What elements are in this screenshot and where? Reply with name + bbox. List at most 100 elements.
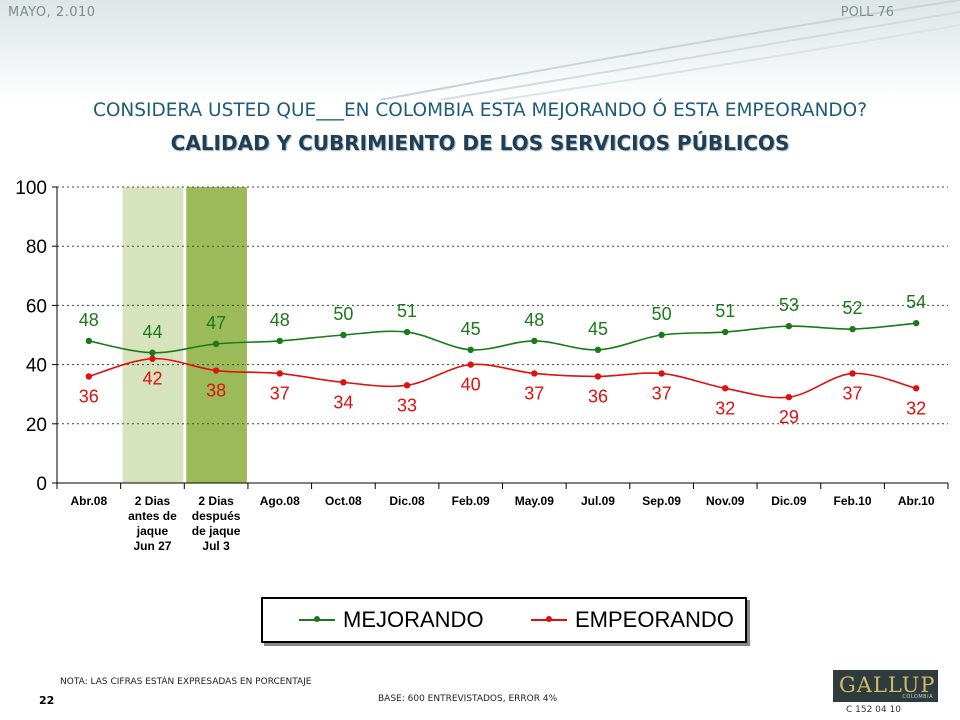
- logo-subtext: COLOMBIA: [902, 694, 933, 700]
- legend-label-mejorando: MEJORANDO: [343, 607, 484, 632]
- y-tick-label: 60: [26, 296, 47, 317]
- data-point-mejorando: [149, 349, 156, 356]
- data-point-mejorando: [722, 328, 729, 336]
- data-point-mejorando: [849, 325, 856, 333]
- y-tick-label: 0: [36, 474, 47, 495]
- data-point-mejorando: [276, 337, 283, 345]
- data-label-mejorando: 48: [270, 310, 290, 330]
- x-tick-label: Ago.08: [260, 494, 300, 508]
- data-label-mejorando: 53: [779, 295, 799, 315]
- data-label-empeorando: 42: [142, 369, 162, 389]
- data-point-empeorando: [149, 355, 156, 362]
- gallup-logo: GALLUP COLOMBIA: [833, 670, 938, 702]
- x-tick-label: Dic.08: [389, 494, 425, 508]
- x-tick-label: 2 Dias: [135, 494, 171, 508]
- data-point-mejorando: [403, 328, 411, 336]
- data-point-mejorando: [467, 346, 474, 353]
- x-tick-label: Jun 27: [133, 539, 171, 553]
- data-point-empeorando: [594, 373, 602, 380]
- data-point-mejorando: [785, 322, 793, 330]
- question-title: CONSIDERA USTED QUE___EN COLOMBIA ESTA M…: [92, 100, 868, 121]
- data-label-empeorando: 36: [588, 386, 608, 406]
- chart-legend: MEJORANDO EMPEORANDO: [261, 597, 747, 643]
- x-tick-label: Dic.09: [771, 494, 807, 508]
- x-tick-label: antes de: [128, 509, 177, 523]
- data-point-empeorando: [912, 385, 920, 392]
- x-tick-label: May.09: [515, 494, 554, 508]
- x-tick-label: Jul.09: [581, 494, 615, 508]
- data-point-mejorando: [85, 337, 93, 345]
- data-label-empeorando: 33: [397, 395, 417, 415]
- data-label-empeorando: 36: [79, 386, 99, 406]
- date-label: MAYO, 2.010: [8, 5, 96, 20]
- data-point-empeorando: [658, 370, 665, 377]
- logo-text: GALLUP: [839, 673, 936, 697]
- data-label-mejorando: 47: [206, 313, 226, 333]
- data-label-mejorando: 45: [461, 319, 481, 339]
- data-point-empeorando: [340, 379, 347, 386]
- data-label-empeorando: 37: [270, 383, 290, 403]
- data-point-empeorando: [785, 393, 793, 401]
- data-label-empeorando: 37: [652, 383, 672, 403]
- header-swoosh-decoration: [379, 0, 960, 100]
- x-tick-label: Abr.10: [898, 494, 935, 508]
- data-label-mejorando: 44: [142, 322, 162, 342]
- y-tick-label: 40: [26, 356, 47, 377]
- data-label-mejorando: 50: [333, 304, 353, 324]
- legend-marker-empeorando: [546, 616, 552, 622]
- data-point-empeorando: [849, 370, 856, 377]
- data-point-empeorando: [403, 382, 411, 389]
- data-label-mejorando: 48: [79, 310, 99, 330]
- data-point-empeorando: [531, 370, 538, 377]
- data-point-empeorando: [212, 367, 220, 374]
- legend-marker-mejorando: [314, 616, 320, 622]
- x-tick-label: Feb.10: [834, 494, 872, 508]
- data-label-empeorando: 29: [779, 407, 799, 427]
- x-tick-label: Nov.09: [706, 494, 745, 508]
- x-tick-label: 2 Dias: [198, 494, 234, 508]
- x-tick-label: Feb.09: [452, 494, 490, 508]
- data-label-empeorando: 37: [524, 383, 544, 403]
- page-number: 22: [39, 694, 55, 707]
- x-tick-label: Abr.08: [70, 494, 107, 508]
- data-label-mejorando: 54: [906, 292, 926, 312]
- data-label-mejorando: 50: [652, 304, 672, 324]
- data-point-empeorando: [722, 385, 729, 392]
- poll-label: POLL 76: [840, 5, 894, 20]
- data-label-empeorando: 38: [206, 381, 226, 401]
- x-tick-label: después: [192, 509, 241, 523]
- y-tick-label: 20: [26, 415, 47, 436]
- data-point-mejorando: [340, 331, 347, 339]
- data-label-empeorando: 32: [906, 398, 926, 418]
- data-point-mejorando: [658, 331, 665, 339]
- y-tick-label: 80: [26, 237, 47, 258]
- series-line-empeorando: [88, 357, 917, 399]
- x-tick-label: Jul 3: [202, 539, 230, 553]
- footer-note: NOTA: LAS CIFRAS ESTÁN EXPRESADAS EN POR…: [60, 677, 312, 687]
- x-tick-label: de jaque: [192, 524, 241, 538]
- legend-label-empeorando: EMPEORANDO: [575, 607, 734, 632]
- data-label-mejorando: 48: [524, 310, 544, 330]
- data-point-empeorando: [467, 361, 474, 368]
- header-band: MAYO, 2.010 POLL 76: [0, 0, 960, 100]
- data-point-empeorando: [276, 370, 283, 377]
- highlight-band-1: [122, 187, 184, 483]
- data-label-empeorando: 34: [333, 392, 353, 412]
- highlight-band-2: [186, 187, 247, 483]
- data-label-empeorando: 32: [715, 398, 735, 418]
- data-point-mejorando: [531, 337, 538, 345]
- data-label-mejorando: 45: [588, 319, 608, 339]
- data-label-mejorando: 51: [715, 301, 735, 321]
- x-tick-label: Sep.09: [642, 494, 681, 508]
- data-label-mejorando: 52: [843, 298, 863, 318]
- chart-subtitle: CALIDAD Y CUBRIMIENTO DE LOS SERVICIOS P…: [170, 131, 790, 155]
- x-tick-label: jaque: [136, 524, 169, 538]
- data-label-mejorando: 51: [397, 301, 417, 321]
- data-point-mejorando: [212, 340, 220, 348]
- base-note: BASE: 600 ENTREVISTADOS, ERROR 4%: [378, 694, 558, 704]
- y-tick-label: 100: [15, 178, 47, 199]
- data-point-mejorando: [912, 319, 920, 327]
- data-point-empeorando: [85, 373, 93, 380]
